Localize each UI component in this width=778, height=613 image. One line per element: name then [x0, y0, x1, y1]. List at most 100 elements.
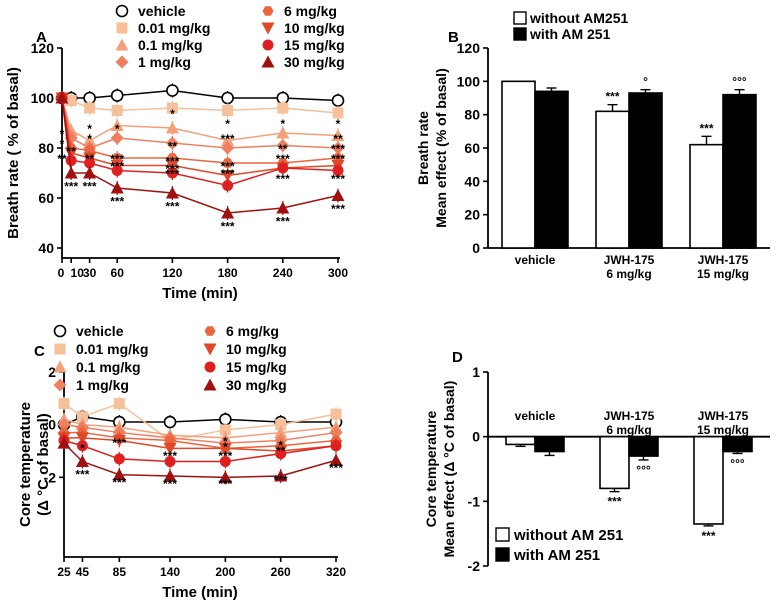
significance-mark: **	[276, 444, 286, 458]
bar-with-am-251	[628, 92, 663, 249]
data-point-15-mg-kg	[76, 440, 88, 452]
significance-mark: ***	[221, 167, 235, 181]
significance-mark: **	[333, 132, 343, 146]
significance-mark: ***	[110, 195, 124, 209]
data-point-vehicle	[221, 91, 234, 105]
significance-mark: **	[168, 140, 178, 154]
significance-mark: *	[87, 132, 92, 146]
legend-marker-6-mg-kg	[204, 326, 216, 336]
legend-label: 1 mg/kg	[138, 54, 191, 70]
data-point-0-1-mg-kg	[276, 126, 290, 139]
data-point-1-mg-kg	[331, 141, 345, 155]
legend-marker-30-mg-kg	[203, 378, 217, 391]
significance-mark: ***	[112, 476, 126, 490]
data-point-15-mg-kg	[84, 157, 96, 169]
significance-mark: °°°	[732, 75, 747, 89]
significance-mark: *	[87, 122, 92, 136]
data-point-30-mg-kg	[163, 469, 177, 482]
bar-with-am-251	[628, 435, 659, 457]
panel-a-breath-rate-time-course: A 40 60 80 100 120 0 10 30 60 120 180 240 300 Time (mi…	[5, 3, 348, 302]
x-tick-label: 240	[273, 266, 293, 280]
data-point-30-mg-kg	[221, 206, 235, 219]
y-tick-label: 0	[472, 240, 480, 256]
series-0-01-mg-kg	[58, 396, 342, 448]
significance-mark: ***	[165, 155, 179, 169]
y-tick-label: 100	[31, 90, 55, 106]
significance-mark: *	[223, 435, 228, 449]
legend: without AM 251 with AM 251	[495, 527, 623, 564]
data-point-1-mg-kg	[110, 131, 124, 145]
data-point-vehicle	[166, 84, 179, 97]
data-point-0-01-mg-kg	[111, 105, 123, 116]
legend-swatch-with-am-251	[495, 547, 510, 562]
data-point-vehicle	[331, 94, 345, 107]
data-point-0-01-mg-kg	[58, 398, 70, 410]
x-axis-title: Time (min)	[162, 285, 238, 302]
panel-b-breath-rate-mean-effect: B 0 20 40 60 80 100 120 Breath rate Mean effect (…	[415, 10, 770, 281]
data-point-30-mg-kg	[64, 166, 78, 179]
y-axis-title: Core temperature	[423, 410, 439, 527]
significance-mark: ***	[331, 142, 345, 156]
data-point-15-mg-kg	[166, 167, 178, 179]
y-tick-label: 0	[472, 429, 480, 445]
significance-mark: ***	[218, 449, 232, 463]
significance-mark: ***	[165, 200, 179, 214]
significance-mark: *	[336, 117, 341, 131]
x-tick-label: 25	[57, 565, 71, 579]
legend-label: 0.1 mg/kg	[138, 37, 203, 53]
data-point-30-mg-kg	[110, 181, 124, 194]
legend-swatch-without-am251	[513, 11, 527, 25]
data-point-30-mg-kg	[112, 468, 126, 481]
significance-mark: ***	[699, 121, 713, 135]
data-point-30-mg-kg	[57, 436, 71, 449]
significance-mark: *	[170, 107, 175, 121]
significance-mark: ***	[221, 132, 235, 146]
y-tick-label: -2	[468, 558, 481, 574]
panel-label-c: C	[34, 343, 45, 360]
category-label: JWH-175	[604, 409, 655, 423]
data-point-30-mg-kg	[218, 470, 232, 483]
panel-label-a: A	[36, 29, 47, 46]
data-point-15-mg-kg	[332, 165, 344, 176]
data-point-0-01-mg-kg	[275, 419, 287, 431]
panel-d-core-temperature-mean-effect: D -2 -1 0 1 Core temperature Mean effect (Δ °C…	[423, 349, 770, 574]
y-tick-label: -2	[44, 469, 57, 485]
data-point-10-mg-kg	[112, 434, 126, 447]
significance-mark: ***	[329, 461, 343, 475]
panel-label-b: B	[448, 29, 459, 46]
data-point-vehicle	[110, 89, 124, 102]
significance-mark: °	[643, 75, 648, 89]
legend-label: 15 mg/kg	[226, 359, 287, 375]
legend-label: 10 mg/kg	[226, 341, 287, 357]
bar-without-am-251	[693, 435, 724, 525]
legend-marker-15-mg-kg	[262, 39, 274, 51]
data-point-30-mg-kg	[55, 91, 69, 104]
data-point-15-mg-kg	[277, 162, 289, 174]
data-point-15-mg-kg	[330, 440, 342, 452]
significance-mark: ***	[331, 152, 345, 166]
significance-mark: ***	[276, 172, 290, 186]
significance-mark: ***	[163, 477, 177, 491]
data-point-30-mg-kg	[274, 469, 288, 482]
legend-marker-1-mg-kg	[53, 378, 67, 392]
data-point-0-01-mg-kg	[219, 424, 231, 436]
legend-label: vehicle	[138, 3, 186, 19]
data-point-10-mg-kg	[221, 170, 235, 182]
significance-mark: °°°	[730, 456, 745, 470]
significance-mark: ***	[276, 152, 290, 166]
legend-marker-0-01-mg-kg	[54, 343, 66, 355]
category-label: 15 mg/kg	[697, 267, 749, 281]
legend-label: 6 mg/kg	[284, 3, 337, 19]
significance-mark: ***	[218, 477, 232, 491]
data-point-15-mg-kg	[65, 155, 77, 166]
significance-mark: *	[278, 439, 283, 453]
legend-label: 0.01 mg/kg	[76, 341, 148, 357]
y-tick-label: 1	[472, 364, 480, 380]
x-tick-label: 300	[328, 266, 348, 280]
y-axis-title: Mean effect (Δ °C of basal)	[441, 381, 457, 558]
legend-marker-10-mg-kg	[261, 22, 275, 35]
y-tick-label: 0	[48, 417, 56, 433]
data-point-0-01-mg-kg	[84, 102, 96, 114]
